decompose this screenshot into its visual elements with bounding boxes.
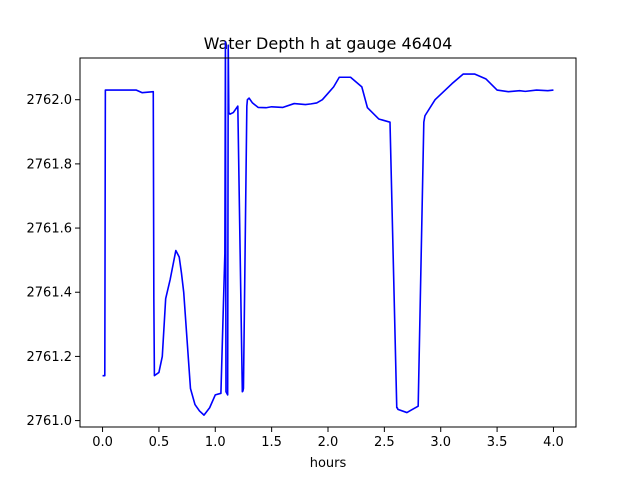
- y-tick-label: 2761.8: [27, 157, 73, 172]
- x-tick-label: 2.0: [318, 435, 339, 450]
- x-tick-label: 0.5: [149, 435, 170, 450]
- water-depth-series-line: [102, 41, 554, 416]
- x-tick-label: 2.5: [374, 435, 395, 450]
- y-tick-label: 2761.4: [27, 286, 73, 301]
- plot-area: [102, 41, 554, 416]
- y-tick-label: 2761.6: [27, 222, 73, 237]
- x-tick-label: 4.0: [543, 435, 564, 450]
- y-axis-ticks: 2761.0 2761.2 2761.4 2761.6 2761.8 2762.0: [27, 93, 80, 429]
- y-tick-label: 2761.2: [27, 350, 73, 365]
- y-tick-label: 2761.0: [27, 414, 73, 429]
- chart-title: Water Depth h at gauge 46404: [204, 34, 453, 53]
- x-tick-label: 0.0: [92, 435, 113, 450]
- x-tick-label: 1.5: [261, 435, 282, 450]
- x-tick-label: 3.5: [487, 435, 508, 450]
- y-tick-label: 2762.0: [27, 93, 73, 108]
- x-axis-label: hours: [310, 456, 347, 471]
- x-tick-label: 1.0: [205, 435, 226, 450]
- x-tick-label: 3.0: [430, 435, 451, 450]
- x-axis-ticks: 0.0 0.5 1.0 1.5 2.0 2.5 3.0 3.5 4.0: [92, 427, 564, 450]
